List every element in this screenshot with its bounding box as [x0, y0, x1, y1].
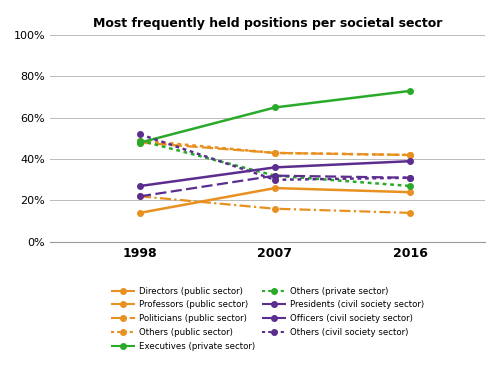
Title: Most frequently held positions per societal sector: Most frequently held positions per socie… — [93, 17, 442, 30]
Legend: Directors (public sector), Professors (public sector), Politicians (public secto: Directors (public sector), Professors (p… — [108, 283, 427, 354]
